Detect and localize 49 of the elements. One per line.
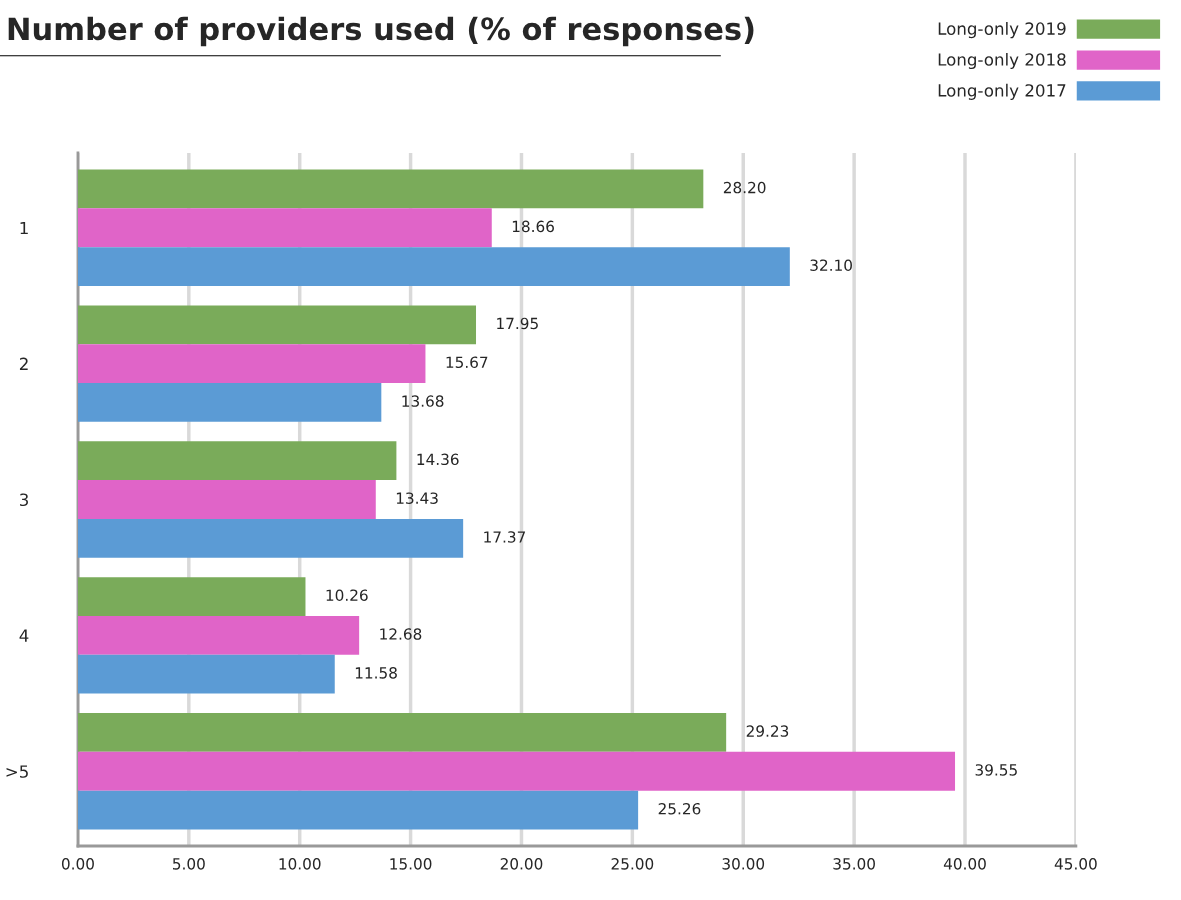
bar	[77, 751, 956, 791]
y-tick-label: 2	[19, 357, 28, 370]
x-tick-label: 15.00	[390, 858, 432, 870]
x-tick-label: 30.00	[722, 858, 765, 870]
legend-label: Long-only 2018	[938, 52, 1066, 70]
bar	[77, 305, 477, 345]
data-label: 39.55	[975, 764, 1017, 776]
bar	[77, 577, 306, 616]
y-tick-label: 4	[19, 629, 29, 642]
data-label: 12.68	[380, 628, 422, 640]
bar	[77, 247, 790, 286]
bar	[77, 344, 426, 384]
bar	[77, 654, 335, 694]
y-tick-label: >5	[6, 765, 28, 778]
data-label: 14.36	[417, 453, 459, 466]
data-label: 32.10	[810, 259, 852, 271]
bar	[77, 208, 492, 248]
bar	[77, 713, 727, 752]
bar	[77, 518, 464, 558]
data-label: 17.95	[497, 317, 538, 330]
data-label: 29.23	[746, 725, 789, 737]
x-tick-label: 25.00	[611, 858, 654, 870]
y-tick-label: 1	[20, 221, 28, 235]
data-label: 15.67	[446, 356, 488, 369]
data-label: 10.26	[326, 589, 368, 601]
y-tick-label: 3	[20, 493, 28, 507]
data-label: 13.68	[402, 395, 444, 407]
legend-label: Long-only 2017	[938, 83, 1066, 100]
data-label: 25.26	[658, 802, 701, 815]
x-tick-label: 35.00	[833, 858, 875, 870]
data-label: 11.58	[355, 667, 397, 679]
data-label: 28.20	[723, 181, 766, 194]
bar	[77, 169, 704, 209]
x-tick-label: 0.00	[61, 858, 94, 870]
x-tick-label: 10.00	[279, 858, 321, 870]
data-label: 13.43	[396, 492, 438, 504]
x-tick-label: 45.00	[1054, 858, 1097, 870]
chart-title: Number of providers used (% of responses)	[8, 16, 754, 47]
data-label: 17.37	[484, 531, 526, 543]
bar	[77, 383, 382, 422]
bar	[77, 790, 639, 830]
bar	[77, 441, 397, 481]
bar	[77, 480, 376, 519]
x-tick-label: 20.00	[500, 858, 543, 870]
legend-label: Long-only 2019	[938, 22, 1066, 39]
data-label: 18.66	[512, 220, 554, 233]
x-tick-label: 40.00	[943, 858, 986, 870]
bar	[77, 615, 360, 655]
x-tick-label: 5.00	[173, 858, 205, 870]
